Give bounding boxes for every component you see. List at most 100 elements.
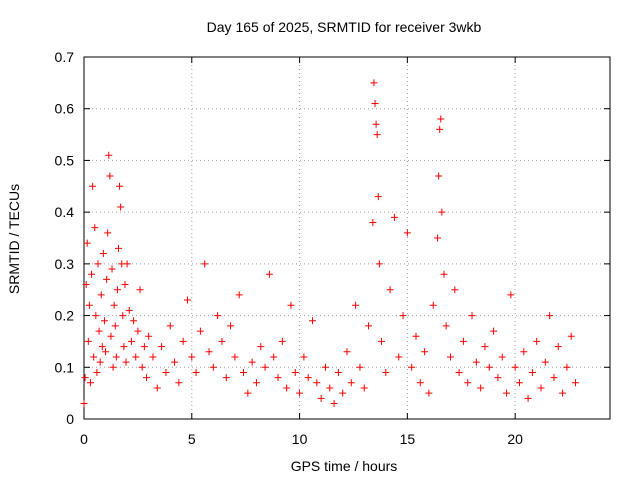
x-axis-label: GPS time / hours [291,458,398,474]
data-point [257,343,265,351]
data-point [201,260,209,268]
data-point [477,384,485,392]
data-point [317,394,325,402]
data-point [485,363,493,371]
data-point [455,368,463,376]
data-point [88,270,96,278]
plot-frame [83,56,611,420]
data-point [104,229,112,237]
data-point [261,363,269,371]
data-point [166,322,174,330]
data-point [541,358,549,366]
data-point [464,379,472,387]
data-point [395,353,403,361]
data-point [494,374,502,382]
data-points [80,79,580,407]
data-point [347,379,355,387]
data-point [80,399,88,407]
data-point [274,374,282,382]
data-point [382,368,390,376]
data-point [374,193,382,201]
data-point [490,327,498,335]
data-point [119,312,127,320]
data-point [446,353,454,361]
data-point [403,229,411,237]
y-tick-label: 0.3 [55,256,75,272]
data-point [440,270,448,278]
y-tick-label: 0.7 [55,49,75,65]
data-point [85,301,93,309]
data-point [102,348,110,356]
data-point [145,332,153,340]
data-point [356,363,364,371]
data-point [481,343,489,351]
data-point [96,358,104,366]
data-point [498,353,506,361]
data-point [451,286,459,294]
data-point [321,363,329,371]
data-point [330,399,338,407]
data-point [369,218,377,226]
data-point [100,317,108,325]
y-tick-label: 0.2 [55,308,75,324]
data-point [143,374,151,382]
data-point [503,389,511,397]
data-point [291,368,299,376]
data-point [214,312,222,320]
data-point [377,337,385,345]
data-point [130,317,138,325]
data-point [106,172,114,180]
data-point [122,358,130,366]
data-point [93,368,101,376]
data-point [231,353,239,361]
data-point [408,363,416,371]
data-point [372,120,380,128]
data-point [103,275,111,283]
x-tick-label: 20 [507,431,523,447]
data-point [171,358,179,366]
data-point [567,332,575,340]
data-point [140,343,148,351]
data-point [107,332,115,340]
data-point [365,322,373,330]
axis-ticks: 0 0.1 0.2 0.3 0.4 0.5 0.6 0.7 0 5 10 15 20 [55,49,610,447]
data-point [92,312,100,320]
data-point [125,306,133,314]
data-point [227,322,235,330]
data-point [472,358,480,366]
data-point [97,291,105,299]
data-point [222,374,230,382]
data-point [412,332,420,340]
data-point [110,301,118,309]
data-point [326,384,334,392]
data-point [83,239,91,247]
data-point [98,343,106,351]
data-point [343,348,351,356]
data-point [127,337,135,345]
data-point [240,368,248,376]
data-point [309,317,317,325]
data-point [270,353,278,361]
data-point [113,286,121,294]
data-point [121,281,129,289]
data-point [162,368,170,376]
data-point [108,265,116,273]
data-point [313,379,321,387]
y-tick-label: 0.4 [55,204,75,220]
data-point [120,343,128,351]
y-tick-label: 0.1 [55,359,75,375]
data-point [114,244,122,252]
data-point [138,363,146,371]
data-point [435,172,443,180]
data-point [437,115,445,123]
data-point [352,301,360,309]
data-point [235,291,243,299]
data-point [572,379,580,387]
data-point [265,270,273,278]
data-point [559,389,567,397]
data-point [158,343,166,351]
data-point [524,394,532,402]
y-tick-label: 0 [66,411,74,427]
data-point [438,208,446,216]
